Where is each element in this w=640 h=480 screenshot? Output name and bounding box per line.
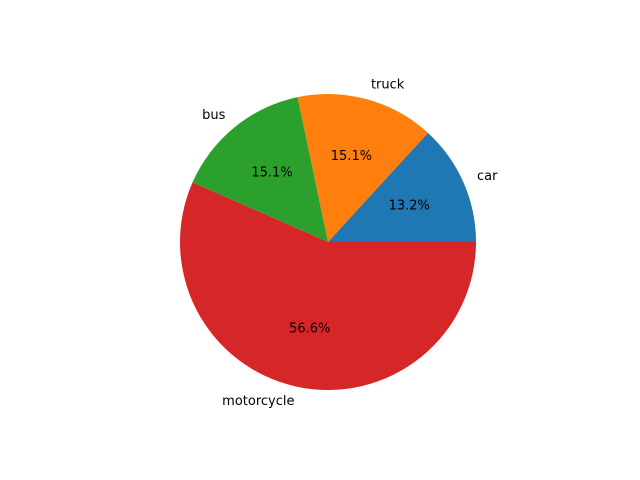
pie-slice-truck [297,94,428,242]
percent-label-truck: 15.1% [331,149,372,164]
pie-slice-bus [192,97,328,242]
percent-label-bus: 15.1% [251,166,292,181]
pie-slice-motorcycle [180,182,477,390]
percent-label-car: 13.2% [389,199,430,214]
percent-label-motorcycle: 56.6% [289,321,330,336]
pie-slice-car [328,132,476,242]
category-label-bus: bus [202,108,225,123]
category-label-truck: truck [371,77,405,92]
category-label-motorcycle: motorcycle [222,394,294,409]
pie-slices [180,94,477,390]
pie-labels: car 13.2% truck 15.1% bus 15.1% motorcycle 56.6… [202,77,498,408]
category-label-car: car [477,169,498,184]
